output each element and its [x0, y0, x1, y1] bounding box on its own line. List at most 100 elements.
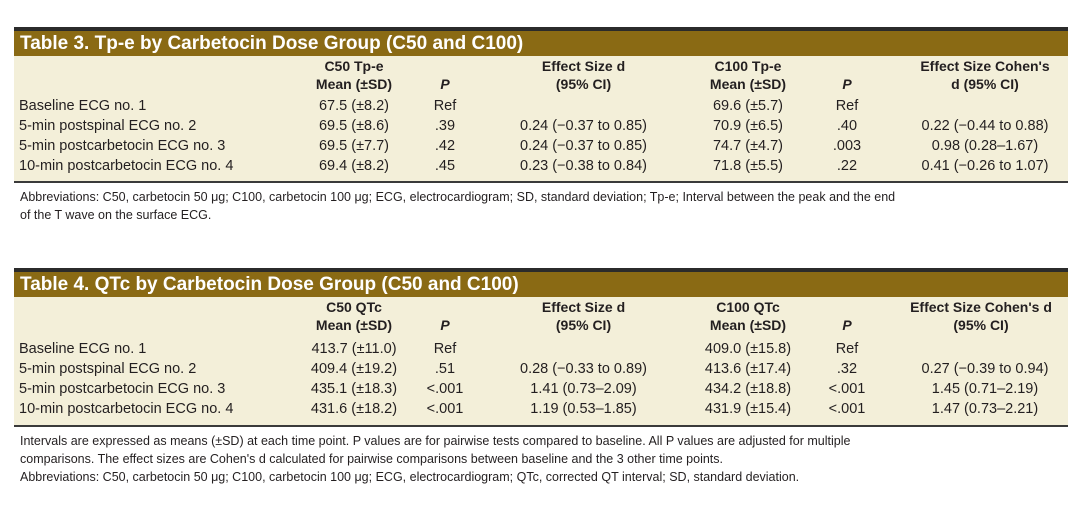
c100-mean-cell: 69.6 (±5.7): [712, 98, 784, 114]
effect-size-cohen-header: Effect Size Cohen's d (95% CI): [894, 298, 1068, 334]
abbreviations-note: of the T wave on the surface ECG.: [20, 208, 212, 222]
p-cell: .42: [434, 138, 456, 154]
effect-size-cell: 1.45 (0.71–2.19): [931, 381, 1039, 397]
c100-mean-cell: 434.2 (±18.8): [704, 381, 792, 397]
table-3: Table 3. Tp-e by Carbetocin Dose Group (…: [14, 27, 1068, 183]
table-row: 5-min postcarbetocin ECG no. 3 435.1 (±1…: [14, 379, 1068, 399]
table-row: 10-min postcarbetocin ECG no. 4 431.6 (±…: [14, 399, 1068, 419]
c50-mean-cell: 69.4 (±8.2): [318, 158, 390, 174]
c100-mean-cell: 74.7 (±4.7): [712, 138, 784, 154]
c50-mean-header: C50 Tp-e Mean (±SD): [294, 57, 414, 93]
c100-mean-cell: 71.8 (±5.5): [712, 158, 784, 174]
effect-size-header: Effect Size d (95% CI): [496, 298, 671, 334]
header-line: C100 Tp-e: [714, 58, 782, 74]
header-line: C50 QTc: [326, 299, 382, 315]
table-3-title: Table 3. Tp-e by Carbetocin Dose Group (…: [14, 27, 1068, 56]
p-cell: .45: [434, 158, 456, 174]
c50-mean-cell: 435.1 (±18.3): [310, 381, 398, 397]
header-line: Effect Size d: [541, 58, 626, 74]
table-row: Baseline ECG no. 1 413.7 (±11.0) Ref 409…: [14, 339, 1068, 359]
header-line: Effect Size Cohen's: [920, 58, 1050, 74]
header-line: P: [440, 317, 450, 333]
table-row: 5-min postspinal ECG no. 2 409.4 (±19.2)…: [14, 359, 1068, 379]
p-cell: Ref: [835, 341, 859, 357]
header-line: P: [440, 76, 450, 92]
header-line: C50 Tp-e: [324, 58, 384, 74]
effect-size-cell: 1.19 (0.53–1.85): [530, 401, 637, 417]
p-cell: .39: [434, 118, 456, 134]
p-cell: .32: [836, 361, 858, 377]
header-line: P: [842, 317, 852, 333]
intervals-note: comparisons. The effect sizes are Cohen'…: [20, 452, 724, 466]
table-row: 5-min postspinal ECG no. 2 69.5 (±8.6) .…: [14, 116, 1068, 136]
c50-mean-cell: 69.5 (±7.7): [318, 138, 390, 154]
effect-size-cell: 1.47 (0.73–2.21): [931, 401, 1039, 417]
header-line: (95% CI): [953, 317, 1009, 333]
effect-size-cell: 0.24 (−0.37 to 0.85): [520, 118, 647, 134]
p-cell: <.001: [828, 381, 866, 397]
abbreviations-note: Abbreviations: C50, carbetocin 50 μg; C1…: [20, 470, 800, 484]
row-label: Baseline ECG no. 1: [19, 341, 147, 357]
p-header: P: [817, 75, 877, 93]
p-header: P: [415, 75, 475, 93]
effect-size-cell: 0.22 (−0.44 to 0.88): [921, 118, 1049, 134]
effect-size-cell: 0.24 (−0.37 to 0.85): [520, 138, 647, 154]
c50-mean-cell: 67.5 (±8.2): [318, 98, 390, 114]
table-4-title: Table 4. QTc by Carbetocin Dose Group (C…: [14, 268, 1068, 297]
p-cell: Ref: [433, 98, 457, 114]
header-line: d (95% CI): [951, 76, 1019, 92]
table-row: 5-min postcarbetocin ECG no. 3 69.5 (±7.…: [14, 136, 1068, 156]
header-line: C100 QTc: [716, 299, 780, 315]
p-header: P: [415, 316, 475, 334]
effect-size-header: Effect Size d (95% CI): [496, 57, 671, 93]
c100-mean-cell: 413.6 (±17.4): [704, 361, 792, 377]
row-label: 5-min postcarbetocin ECG no. 3: [19, 381, 226, 397]
c50-mean-cell: 431.6 (±18.2): [310, 401, 398, 417]
table-4-body: C50 QTc Mean (±SD) P Effect Size d (95% …: [14, 297, 1068, 427]
p-cell: .22: [836, 158, 858, 174]
c100-mean-cell: 431.9 (±15.4): [704, 401, 792, 417]
p-cell: Ref: [433, 341, 457, 357]
table-row: 10-min postcarbetocin ECG no. 4 69.4 (±8…: [14, 156, 1068, 176]
table-3-body: C50 Tp-e Mean (±SD) P Effect Size d (95%…: [14, 56, 1068, 183]
p-cell: .51: [434, 361, 456, 377]
c50-mean-cell: 413.7 (±11.0): [311, 341, 397, 357]
table-4-footnote: Intervals are expressed as means (±SD) a…: [20, 432, 1066, 486]
p-header: P: [817, 316, 877, 334]
header-line: (95% CI): [555, 317, 612, 333]
p-cell: <.001: [426, 401, 464, 417]
table-row: Baseline ECG no. 1 67.5 (±8.2) Ref 69.6 …: [14, 96, 1068, 116]
intervals-note: Intervals are expressed as means (±SD) a…: [20, 434, 851, 448]
p-cell: <.001: [426, 381, 464, 397]
p-cell: <.001: [828, 401, 866, 417]
row-label: 5-min postspinal ECG no. 2: [19, 118, 197, 134]
row-label: 10-min postcarbetocin ECG no. 4: [19, 401, 234, 417]
effect-size-cell: 0.28 (−0.33 to 0.89): [520, 361, 647, 377]
effect-size-cell: 1.41 (0.73–2.09): [530, 381, 637, 397]
row-label: 10-min postcarbetocin ECG no. 4: [19, 158, 234, 174]
header-line: Mean (±SD): [709, 317, 787, 333]
p-cell: .40: [836, 118, 858, 134]
c100-mean-header: C100 Tp-e Mean (±SD): [688, 57, 808, 93]
effect-size-cell: 0.98 (0.28–1.67): [931, 138, 1039, 154]
c50-mean-cell: 409.4 (±19.2): [310, 361, 398, 377]
effect-size-cell: 0.41 (−0.26 to 1.07): [921, 158, 1049, 174]
header-line: P: [842, 76, 852, 92]
p-cell: .003: [832, 138, 862, 154]
header-line: Effect Size Cohen's d: [910, 299, 1052, 315]
table-3-footnote: Abbreviations: C50, carbetocin 50 μg; C1…: [20, 188, 1066, 224]
c100-mean-header: C100 QTc Mean (±SD): [688, 298, 808, 334]
abbreviations-note: Abbreviations: C50, carbetocin 50 μg; C1…: [20, 190, 896, 204]
effect-size-cohen-header: Effect Size Cohen's d (95% CI): [902, 57, 1068, 93]
c50-mean-cell: 69.5 (±8.6): [318, 118, 390, 134]
p-cell: Ref: [835, 98, 859, 114]
row-label: Baseline ECG no. 1: [19, 98, 147, 114]
header-line: Mean (±SD): [315, 76, 393, 92]
effect-size-cell: 0.23 (−0.38 to 0.84): [520, 158, 647, 174]
table-4: Table 4. QTc by Carbetocin Dose Group (C…: [14, 268, 1068, 427]
header-line: Effect Size d: [541, 299, 626, 315]
c100-mean-cell: 409.0 (±15.8): [704, 341, 792, 357]
row-label: 5-min postcarbetocin ECG no. 3: [19, 138, 226, 154]
c100-mean-cell: 70.9 (±6.5): [712, 118, 784, 134]
c50-mean-header: C50 QTc Mean (±SD): [294, 298, 414, 334]
